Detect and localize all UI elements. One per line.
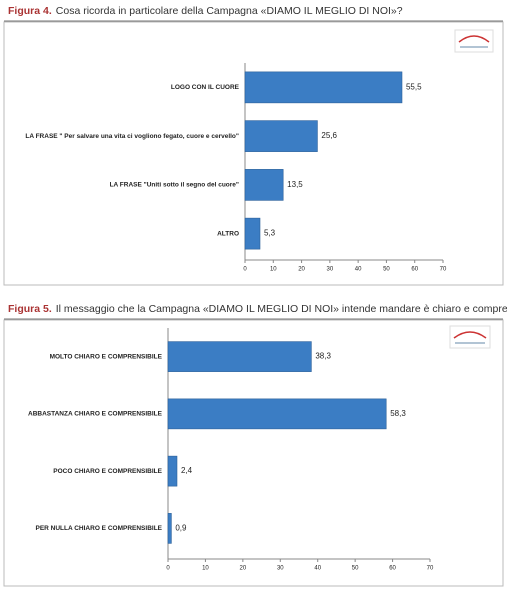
bar — [244, 169, 284, 201]
category-label: ALTRO — [217, 230, 239, 237]
figure-caption: Figura 4. Cosa ricorda in particolare del… — [8, 5, 403, 17]
category-label: ABBASTANZA CHIARO E COMPRENSIBILE — [28, 411, 163, 418]
x-tick-label: 10 — [202, 566, 209, 572]
x-tick-label: 30 — [277, 566, 284, 572]
category-label: LA FRASE " Per salvare una vita ci vogli… — [25, 133, 239, 140]
bar — [244, 120, 318, 152]
value-label: 55,5 — [406, 82, 422, 91]
x-tick-label: 20 — [298, 267, 305, 273]
value-label: 0,9 — [175, 523, 187, 532]
bar — [167, 455, 178, 487]
figure-title: Cosa ricorda in particolare della Campag… — [56, 5, 403, 17]
x-tick-label: 50 — [352, 566, 359, 572]
chart-frame — [3, 21, 504, 286]
x-tick-label: 30 — [327, 267, 334, 273]
bar — [167, 513, 172, 544]
x-tick-label: 0 — [243, 267, 247, 273]
bar — [244, 71, 403, 104]
x-tick-label: 20 — [240, 566, 247, 572]
logo — [449, 325, 491, 349]
x-tick-label: 70 — [427, 566, 434, 572]
value-label: 58,3 — [390, 409, 406, 418]
bar — [244, 217, 261, 250]
category-label: LA FRASE "Uniti sotto il segno del cuore… — [110, 182, 239, 189]
x-tick-label: 40 — [314, 566, 321, 572]
value-label: 5,3 — [264, 229, 276, 238]
figure-label: Figura 4. — [8, 5, 52, 17]
category-label: PER NULLA CHIARO E COMPRENSIBILE — [35, 525, 162, 532]
x-tick-label: 50 — [383, 267, 390, 273]
x-tick-label: 0 — [166, 566, 170, 572]
category-label: POCO CHIARO E COMPRENSIBILE — [53, 468, 162, 475]
value-label: 2,4 — [181, 466, 193, 475]
value-label: 38,3 — [315, 352, 331, 361]
value-label: 13,5 — [287, 180, 303, 189]
logo — [454, 29, 494, 53]
x-tick-label: 70 — [440, 267, 447, 273]
chart-frame — [3, 319, 504, 587]
category-label: MOLTO CHIARO E COMPRENSIBILE — [50, 353, 163, 360]
bar — [167, 398, 387, 430]
category-label: LOGO CON IL CUORE — [171, 84, 240, 91]
figure-title: Il messaggio che la Campagna «DIAMO IL M… — [56, 303, 507, 315]
x-tick-label: 60 — [389, 566, 396, 572]
x-tick-label: 40 — [355, 267, 362, 273]
bar — [167, 341, 312, 372]
x-tick-label: 60 — [411, 267, 418, 273]
x-tick-label: 10 — [270, 267, 277, 273]
figure-caption: Figura 5. Il messaggio che la Campagna «D… — [8, 303, 507, 315]
figure-label: Figura 5. — [8, 303, 52, 315]
value-label: 25,6 — [321, 131, 337, 140]
